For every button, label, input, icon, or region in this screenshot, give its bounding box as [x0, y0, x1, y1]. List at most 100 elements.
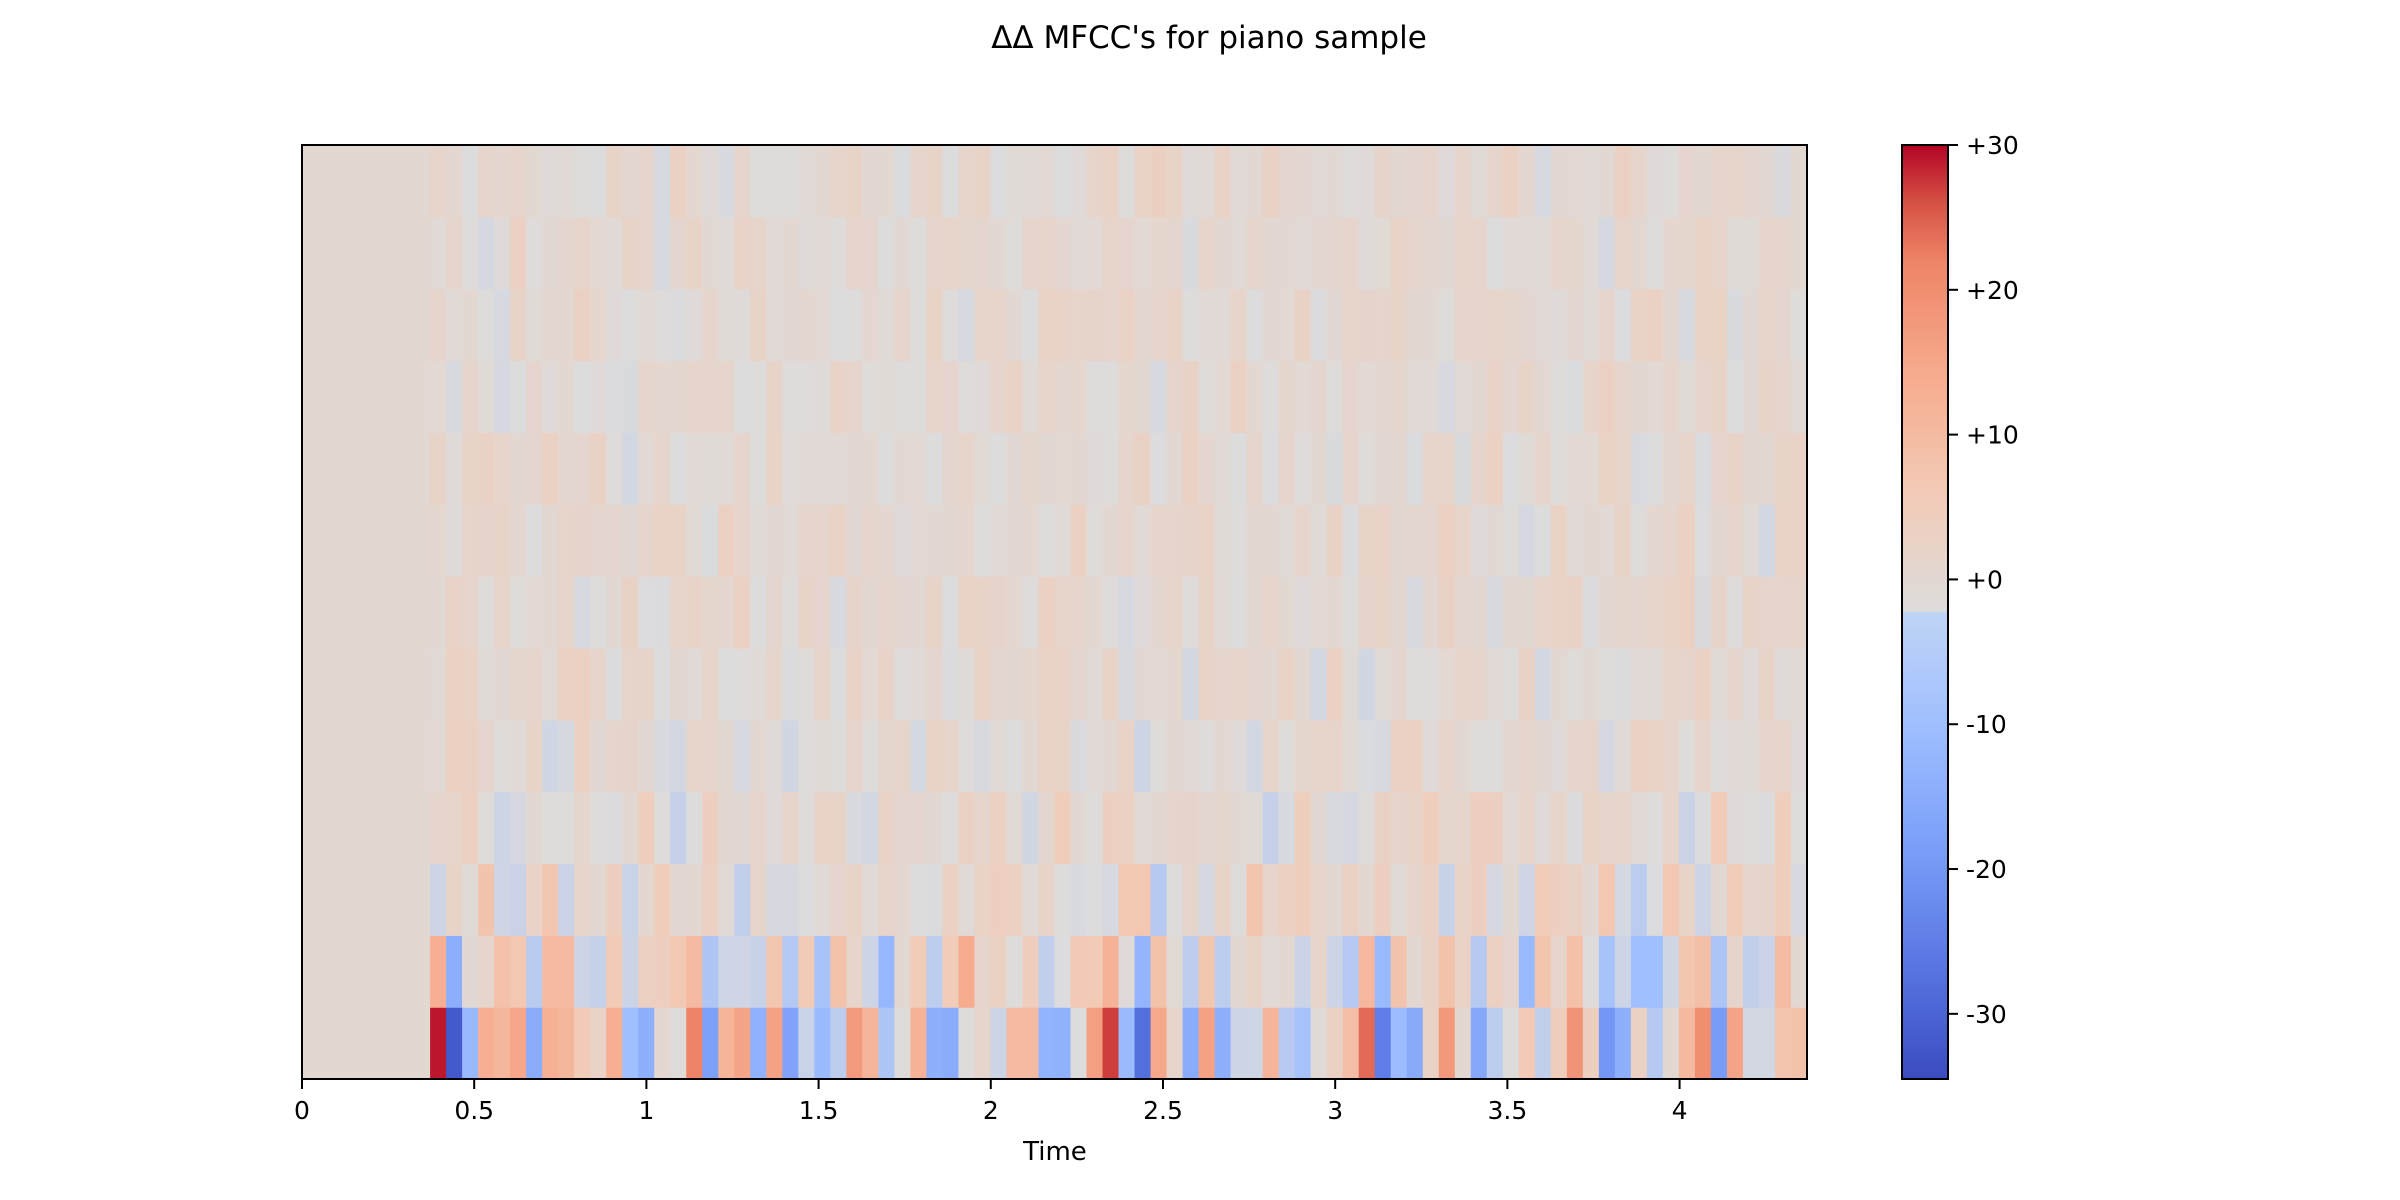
heatmap-cell [1582, 576, 1600, 649]
heatmap-cell [782, 504, 799, 577]
heatmap-cell [862, 647, 879, 721]
heatmap-cell [974, 504, 992, 577]
heatmap-cell [1118, 935, 1136, 1008]
heatmap-cell [398, 647, 415, 721]
heatmap-cell [1070, 145, 1088, 218]
heatmap-cell [1742, 216, 1760, 290]
heatmap-cell [1646, 863, 1664, 936]
heatmap-cell [1326, 432, 1344, 505]
heatmap-cell [574, 935, 591, 1008]
heatmap-cell [1102, 1007, 1120, 1080]
heatmap-cell [1694, 863, 1712, 936]
heatmap-cell [1534, 935, 1552, 1008]
heatmap-cell [766, 1007, 783, 1080]
heatmap-cell [798, 145, 815, 218]
heatmap-cell [1374, 791, 1392, 865]
heatmap-cell [526, 216, 543, 290]
heatmap-cell [1006, 432, 1024, 505]
colorbar-tick-label: +30 [1966, 131, 2019, 160]
heatmap-cell [1054, 1007, 1072, 1080]
heatmap-cell [670, 935, 687, 1008]
heatmap-cell [942, 935, 960, 1008]
heatmap-cell [798, 576, 815, 649]
heatmap-cell [1262, 145, 1280, 218]
heatmap-cell [398, 863, 415, 936]
heatmap-cell [1134, 863, 1152, 936]
heatmap-cell [894, 504, 911, 577]
heatmap-cell [1086, 791, 1104, 865]
colorbar-tick-label: -20 [1966, 855, 2007, 884]
heatmap-cell [302, 1007, 319, 1080]
heatmap-cell [1646, 1007, 1664, 1080]
heatmap-cell [1790, 216, 1808, 290]
heatmap-cell [798, 432, 815, 505]
heatmap-cell [1374, 432, 1392, 505]
heatmap-cell [1294, 863, 1312, 936]
heatmap-cell [1326, 863, 1344, 936]
heatmap-cell [990, 216, 1008, 290]
heatmap-cell [942, 432, 960, 505]
heatmap-cell [622, 935, 639, 1008]
heatmap-cell [1198, 791, 1216, 865]
heatmap-cell [1470, 576, 1488, 649]
heatmap-cell [622, 791, 639, 865]
heatmap-cell [1422, 145, 1440, 218]
heatmap-cell [302, 647, 319, 721]
heatmap-cell [1406, 935, 1424, 1008]
heatmap-cell [926, 647, 944, 721]
heatmap-cell [766, 647, 783, 721]
heatmap-cell [494, 432, 511, 505]
heatmap-cell [862, 432, 879, 505]
heatmap-cell [926, 360, 944, 433]
heatmap-cell [862, 1007, 879, 1080]
heatmap-cell [1150, 360, 1168, 433]
heatmap-cell [574, 145, 591, 218]
heatmap-cell [1182, 504, 1200, 577]
heatmap-cell [670, 576, 687, 649]
heatmap-cell [1166, 719, 1184, 793]
heatmap-cell [1758, 791, 1776, 865]
heatmap-cell [382, 935, 399, 1008]
heatmap-cell [766, 432, 783, 505]
heatmap-cell [942, 504, 960, 577]
heatmap-cell [894, 145, 911, 218]
heatmap-cell [862, 360, 879, 433]
heatmap-cell [814, 1007, 831, 1080]
heatmap-cell [1550, 576, 1568, 649]
heatmap-cell [366, 288, 383, 362]
heatmap-cell [1246, 1007, 1264, 1080]
heatmap-cell [798, 1007, 815, 1080]
heatmap-cell [1166, 504, 1184, 577]
heatmap-cell [1470, 432, 1488, 505]
heatmap-cell [1470, 719, 1488, 793]
heatmap-cell [830, 288, 847, 362]
heatmap-cell [1470, 1007, 1488, 1080]
heatmap-cell [1790, 504, 1808, 577]
heatmap-cell [1198, 504, 1216, 577]
heatmap-cell [1214, 863, 1232, 936]
heatmap-cell [654, 145, 671, 218]
heatmap-cell [398, 216, 415, 290]
heatmap-cell [1470, 504, 1488, 577]
heatmap-cell [1134, 432, 1152, 505]
heatmap-cell [846, 791, 863, 865]
heatmap-cell [878, 145, 895, 218]
heatmap-cell [782, 360, 799, 433]
heatmap-cell [1038, 288, 1056, 362]
heatmap-cell [1358, 504, 1376, 577]
heatmap-cell [974, 432, 992, 505]
heatmap-cell [1230, 216, 1248, 290]
heatmap-cell [814, 647, 831, 721]
heatmap-cell [846, 719, 863, 793]
heatmap-cell [382, 719, 399, 793]
heatmap-cell [734, 504, 751, 577]
heatmap-cell [334, 504, 351, 577]
heatmap-cell [846, 647, 863, 721]
heatmap-cell [302, 360, 319, 433]
heatmap-cell [1486, 145, 1504, 218]
heatmap-cell [718, 504, 735, 577]
heatmap-cell [1310, 647, 1328, 721]
heatmap-cell [1438, 576, 1456, 649]
heatmap-cell [446, 432, 463, 505]
heatmap-cell [1086, 935, 1104, 1008]
